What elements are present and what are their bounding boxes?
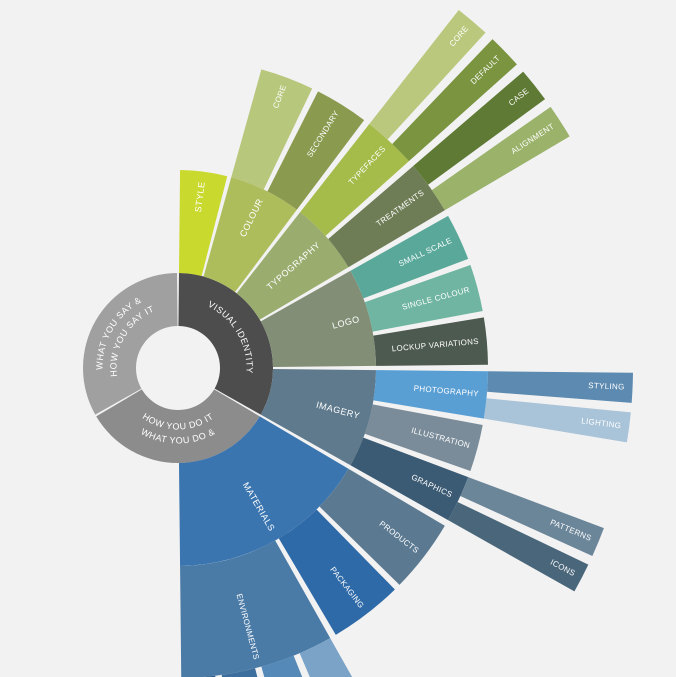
ring0-seg — [83, 273, 178, 415]
sunburst-chart: VISUAL IDENTITYWHAT YOU DO &HOW YOU DO I… — [0, 0, 676, 677]
seg-label: STYLING — [588, 381, 625, 392]
